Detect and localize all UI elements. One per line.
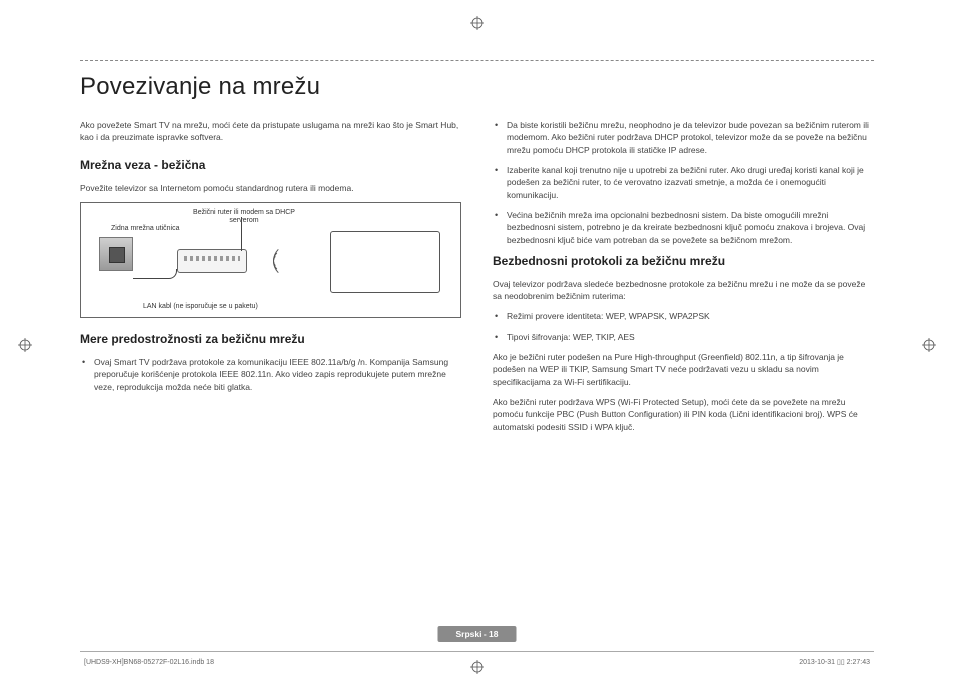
router-icon [177, 249, 247, 273]
wireless-intro: Povežite televizor sa Internetom pomoću … [80, 182, 461, 194]
security-intro: Ovaj televizor podržava sledeće bezbedno… [493, 278, 874, 303]
security-list: Režimi provere identiteta: WEP, WPAPSK, … [493, 310, 874, 343]
registration-mark-icon [470, 660, 484, 674]
heading-wireless: Mrežna veza - bežična [80, 158, 461, 172]
list-item: Da biste koristili bežičnu mrežu, neopho… [493, 119, 874, 156]
lan-cable-icon [133, 269, 177, 279]
page-number-pill: Srpski - 18 [438, 626, 517, 642]
list-item: Većina bežičnih mreža ima opcionalni bez… [493, 209, 874, 246]
heading-precautions: Mere predostrožnosti za bežičnu mrežu [80, 332, 461, 346]
wps-paragraph: Ako bežični ruter podržava WPS (Wi-Fi Pr… [493, 396, 874, 433]
heading-security: Bezbednosni protokoli za bežičnu mrežu [493, 254, 874, 268]
wireless-diagram: Bežični ruter ili modem sa DHCP serverom… [80, 202, 461, 318]
greenfield-paragraph: Ako je bežični ruter podešen na Pure Hig… [493, 351, 874, 388]
footer-divider [80, 651, 874, 652]
list-item: Tipovi šifrovanja: WEP, TKIP, AES [493, 331, 874, 343]
registration-mark-icon [470, 16, 484, 30]
list-item: Režimi provere identiteta: WEP, WPAPSK, … [493, 310, 874, 322]
registration-mark-icon [18, 338, 32, 352]
left-column: Ako povežete Smart TV na mrežu, moći ćet… [80, 119, 461, 441]
antenna-icon [241, 217, 242, 251]
right-column: Da biste koristili bežičnu mrežu, neopho… [493, 119, 874, 441]
wifi-waves-icon [273, 241, 313, 281]
precautions-list: Ovaj Smart TV podržava protokole za komu… [80, 356, 461, 393]
list-item: Izaberite kanal koji trenutno nije u upo… [493, 164, 874, 201]
content-columns: Ako povežete Smart TV na mrežu, moći ćet… [80, 119, 874, 441]
wall-outlet-icon [99, 237, 133, 271]
registration-mark-icon [922, 338, 936, 352]
diagram-router-label: Bežični ruter ili modem sa DHCP serverom [189, 209, 299, 226]
page-title: Povezivanje na mrežu [80, 73, 874, 101]
diagram-wall-label: Zidna mrežna utičnica [111, 225, 179, 233]
intro-text: Ako povežete Smart TV na mrežu, moći ćet… [80, 119, 461, 144]
section-divider [80, 60, 874, 61]
footer-timestamp: 2013-10-31 ▯▯ 2:27:43 [799, 658, 870, 666]
notes-list: Da biste koristili bežičnu mrežu, neopho… [493, 119, 874, 246]
list-item: Ovaj Smart TV podržava protokole za komu… [80, 356, 461, 393]
footer-filename: [UHDS9-XH]BN68-05272F-02L16.indb 18 [84, 659, 214, 666]
diagram-lan-label: LAN kabl (ne isporučuje se u paketu) [143, 303, 258, 311]
tv-icon [330, 231, 440, 293]
